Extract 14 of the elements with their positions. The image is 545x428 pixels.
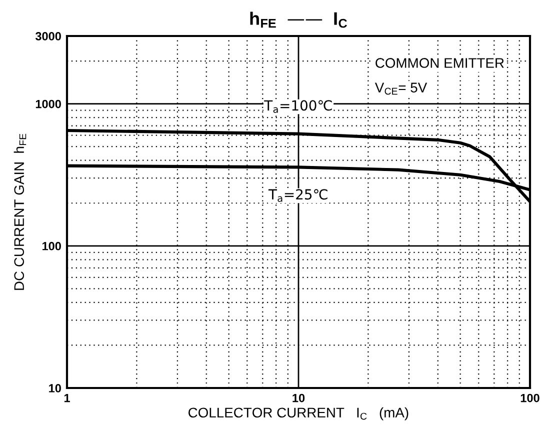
annotation: COMMON EMITTER: [376, 58, 504, 68]
x-tick-label: 100: [520, 394, 540, 402]
series-label: T$_{a}$=25℃: [268, 189, 328, 202]
annotation: V$_{CE}$= 5V: [374, 82, 428, 95]
y-tick-label: 10: [49, 384, 61, 392]
y-axis-title: DC CURRENT GAIN h$_{FE}$: [14, 134, 26, 290]
text: COLLECTOR CURRENT I$_{C}$ (mA): [188, 407, 408, 420]
y-tick-label: 100: [42, 242, 61, 250]
y-tick-label: 3000: [35, 32, 61, 40]
series-label: T$_{a}$=100℃: [264, 100, 332, 113]
x-tick-label: 1: [64, 394, 70, 402]
x-tick-label: 10: [292, 394, 305, 402]
y-tick-label: 1000: [36, 100, 61, 108]
chart-title: h$_{FE}$ —— I$_{C}$: [250, 12, 347, 28]
